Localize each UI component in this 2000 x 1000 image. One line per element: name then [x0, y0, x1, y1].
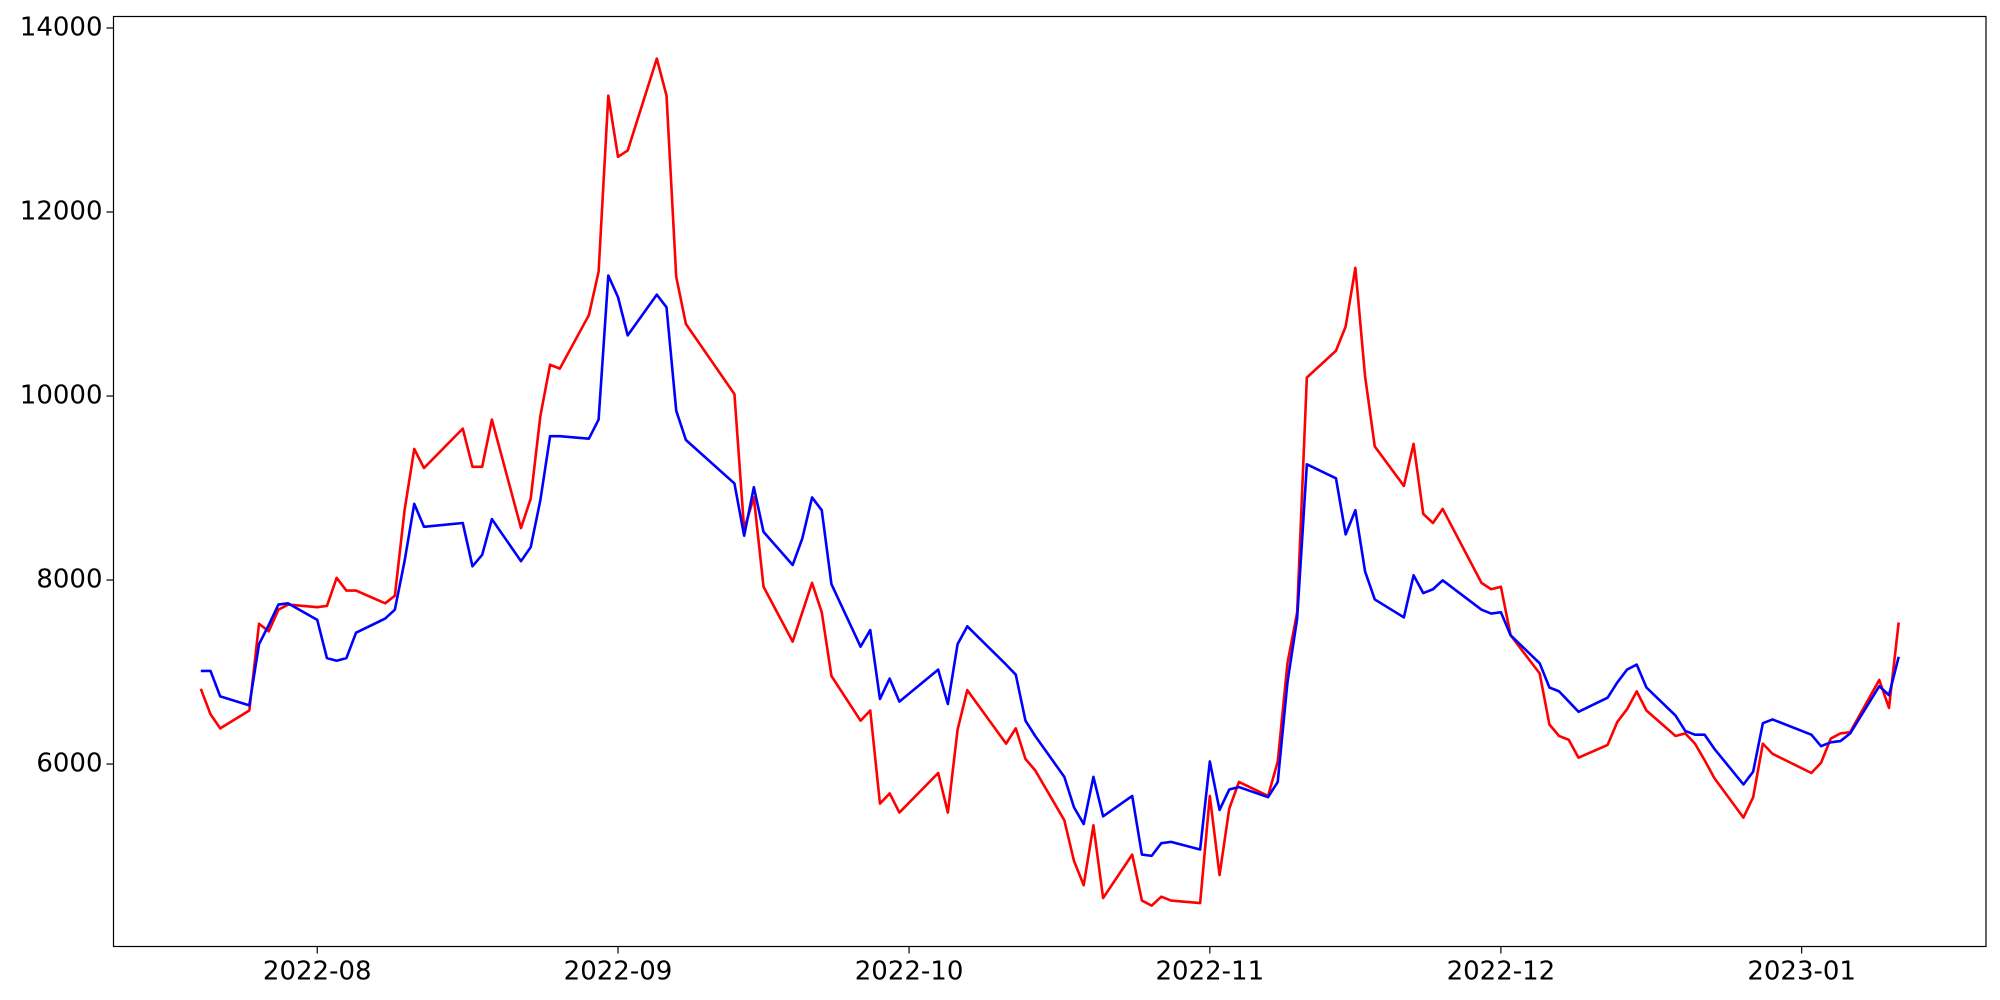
y-tick-label: 8000 [36, 565, 102, 595]
x-tick-label: 2022-09 [564, 957, 673, 987]
x-tick-label: 2022-11 [1156, 957, 1265, 987]
x-tick-label: 2022-12 [1447, 957, 1556, 987]
y-tick-label: 6000 [36, 749, 102, 779]
x-tick-label: 2023-01 [1747, 957, 1856, 987]
plot-frame [112, 15, 1987, 948]
x-tick-label: 2022-10 [855, 957, 964, 987]
data-line [199, 57, 1900, 907]
y-tick-label: 12000 [20, 197, 103, 227]
data-line [200, 274, 1900, 858]
y-tick-label: 10000 [20, 381, 103, 411]
x-tick-label: 2022-08 [263, 957, 372, 987]
y-tick-label: 14000 [20, 13, 103, 43]
